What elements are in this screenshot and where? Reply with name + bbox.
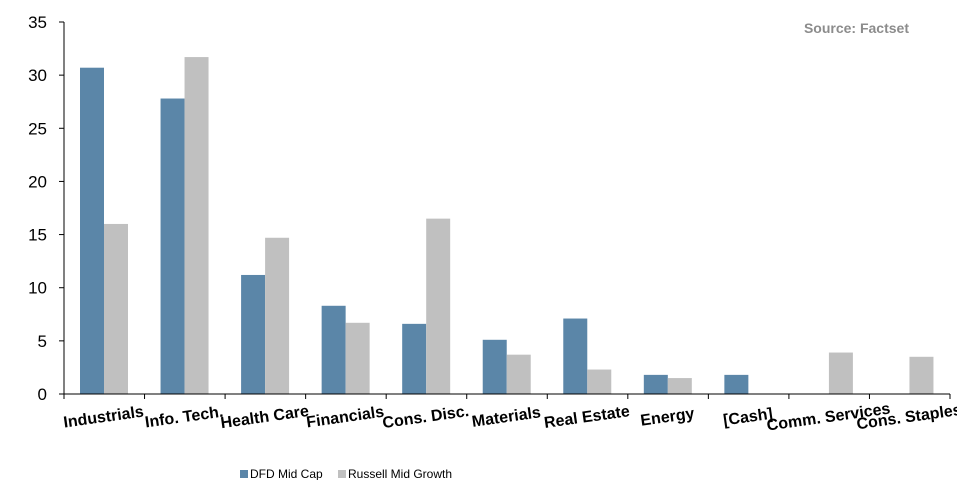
bar-dfd [160, 98, 185, 395]
y-tick-label: 35 [28, 13, 47, 32]
legend: DFD Mid Cap Russell Mid Growth [240, 467, 452, 480]
bar-russell [828, 352, 853, 394]
bar-russell [345, 322, 370, 394]
y-tick-label: 15 [28, 226, 47, 245]
bar-russell [587, 369, 612, 394]
category-label: [Cash] [722, 406, 774, 430]
bar-dfd [321, 305, 346, 394]
bar-russell [104, 223, 128, 394]
category-label: Materials [471, 404, 542, 431]
bar-russell [909, 356, 934, 394]
category-label: Real Estate [543, 403, 631, 432]
category-label: Cons. Disc. [381, 403, 470, 432]
y-tick-label: 30 [28, 66, 47, 85]
category-label: Industrials [62, 403, 145, 431]
bar-russell [506, 354, 531, 394]
y-tick-label: 10 [28, 279, 47, 298]
legend-swatch [240, 470, 248, 478]
bar-russell [667, 378, 692, 394]
bar-dfd [241, 274, 266, 394]
y-tick-label: 5 [38, 332, 47, 351]
bars-layer [80, 57, 934, 395]
bar-dfd [80, 67, 104, 395]
bar-dfd [402, 323, 427, 394]
bar-russell [426, 218, 451, 394]
category-label: Health Care [220, 403, 311, 432]
legend-label: DFD Mid Cap [250, 467, 323, 480]
category-label: Info. Tech. [144, 404, 224, 432]
bar-russell [184, 57, 209, 395]
y-tick-label: 25 [28, 119, 47, 138]
legend-label: Russell Mid Growth [348, 467, 452, 480]
bar-dfd [563, 318, 588, 394]
y-axis-ticks: 0 5 10 15 20 25 30 35 [28, 13, 951, 404]
bar-russell [265, 237, 290, 394]
bar-dfd [482, 339, 507, 394]
y-tick-label: 0 [38, 385, 47, 404]
x-axis-labels: Industrials Info. Tech.Health CareFinanci… [62, 400, 957, 434]
category-label: Energy [639, 405, 695, 429]
bar-dfd [643, 374, 668, 394]
bar-dfd [724, 374, 749, 394]
source-note: Source: Factset [804, 20, 909, 36]
category-label: Financials [305, 404, 385, 432]
y-tick-label: 20 [28, 172, 47, 191]
legend-swatch [338, 470, 346, 478]
